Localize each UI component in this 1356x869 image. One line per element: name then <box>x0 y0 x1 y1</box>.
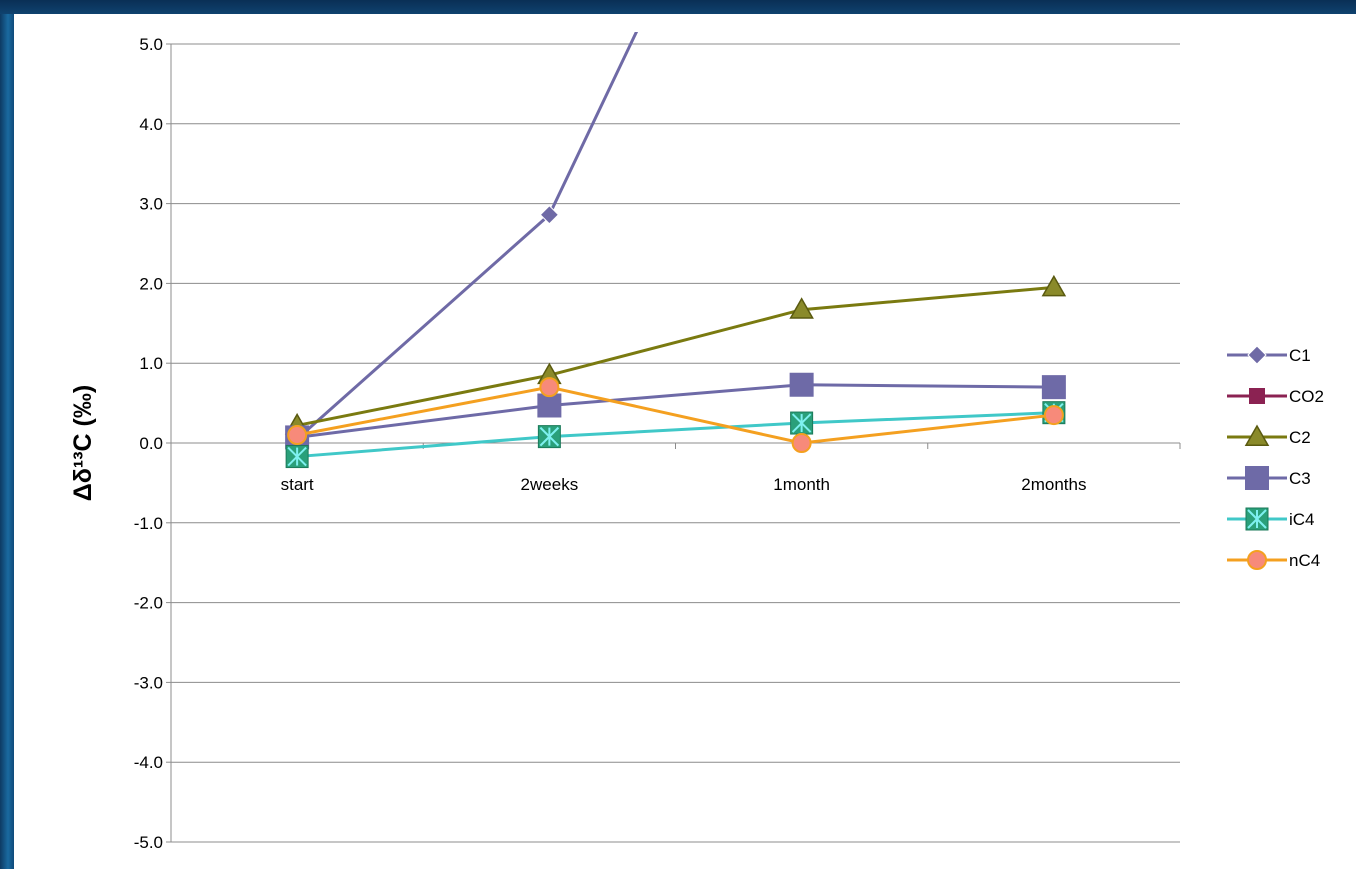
x-tick-label: start <box>281 475 314 494</box>
line-chart: 5.0 4.0 3.0 2.0 1.0 0.0 -1.0 -2.0 -3.0 -4.0 -5.0 s… <box>69 32 1324 852</box>
legend-item-nc4: nC4 <box>1227 550 1320 570</box>
circle-marker <box>1247 550 1267 570</box>
x-tick-label: 2weeks <box>521 475 579 494</box>
y-tick-label: -4.0 <box>134 753 163 772</box>
legend-item-co2: CO2 <box>1227 387 1324 406</box>
series-c3 <box>285 372 1066 450</box>
x-tick-label: 1month <box>773 475 830 494</box>
circle-marker <box>791 433 812 453</box>
y-tick-label: -5.0 <box>134 833 163 852</box>
legend-label: iC4 <box>1289 510 1315 529</box>
circle-marker <box>539 377 560 398</box>
circle-marker <box>1043 405 1064 426</box>
legend-label: C2 <box>1289 428 1311 447</box>
legend-item-c2: C2 <box>1227 424 1311 447</box>
y-tick-label: -2.0 <box>134 594 163 613</box>
square-marker <box>1249 388 1265 404</box>
series-c2 <box>284 274 1067 435</box>
y-tick-label: 3.0 <box>139 195 163 214</box>
legend-label: C3 <box>1289 469 1311 488</box>
square-marker <box>1041 375 1066 400</box>
x-tick-labels: start 2weeks 1month 2months <box>281 475 1087 494</box>
series-nc4 <box>287 377 1064 453</box>
y-tick-label: 0.0 <box>139 434 163 453</box>
series <box>284 32 1067 469</box>
y-tick-labels: 5.0 4.0 3.0 2.0 1.0 0.0 -1.0 -2.0 -3.0 -4.0 -5.0 <box>134 35 163 852</box>
chart-panel: 5.0 4.0 3.0 2.0 1.0 0.0 -1.0 -2.0 -3.0 -4.0 -5.0 s… <box>14 14 1356 869</box>
y-tick-label: 1.0 <box>139 354 163 373</box>
triangle-marker <box>1041 274 1067 297</box>
triangle-marker <box>789 297 814 319</box>
legend-label: C1 <box>1289 346 1311 365</box>
y-tick-label: -3.0 <box>134 673 163 692</box>
series-line <box>296 285 1055 427</box>
legend-item-c1: C1 <box>1227 345 1311 365</box>
legend: C1 CO2 C2 C3 iC4 nC4 <box>1227 345 1324 570</box>
series-ic4 <box>285 401 1066 469</box>
y-axis-title: Δδ¹³C (‰) <box>69 385 97 501</box>
slide-frame-top <box>0 0 1356 14</box>
square-marker <box>1245 466 1269 490</box>
y-tick-label: 4.0 <box>139 115 163 134</box>
y-axis-title-text: Δδ¹³C (‰) <box>69 385 97 501</box>
triangle-marker <box>1244 424 1270 446</box>
square-marker <box>537 393 562 418</box>
x-tick-label: 2months <box>1021 475 1086 494</box>
legend-item-c3: C3 <box>1227 466 1311 490</box>
series-line <box>296 383 1054 439</box>
legend-label: nC4 <box>1289 551 1320 570</box>
y-tick-label: 5.0 <box>139 35 163 54</box>
axes <box>170 44 1181 842</box>
square-marker <box>789 372 814 397</box>
diamond-marker <box>539 205 560 225</box>
legend-item-ic4: iC4 <box>1227 507 1315 531</box>
diamond-marker <box>1247 345 1267 365</box>
circle-marker <box>287 425 308 446</box>
series-line <box>296 385 1055 445</box>
series-line <box>297 411 1054 459</box>
legend-label: CO2 <box>1289 387 1324 406</box>
y-tick-label: -1.0 <box>134 514 163 533</box>
y-tick-label: 2.0 <box>139 274 163 293</box>
